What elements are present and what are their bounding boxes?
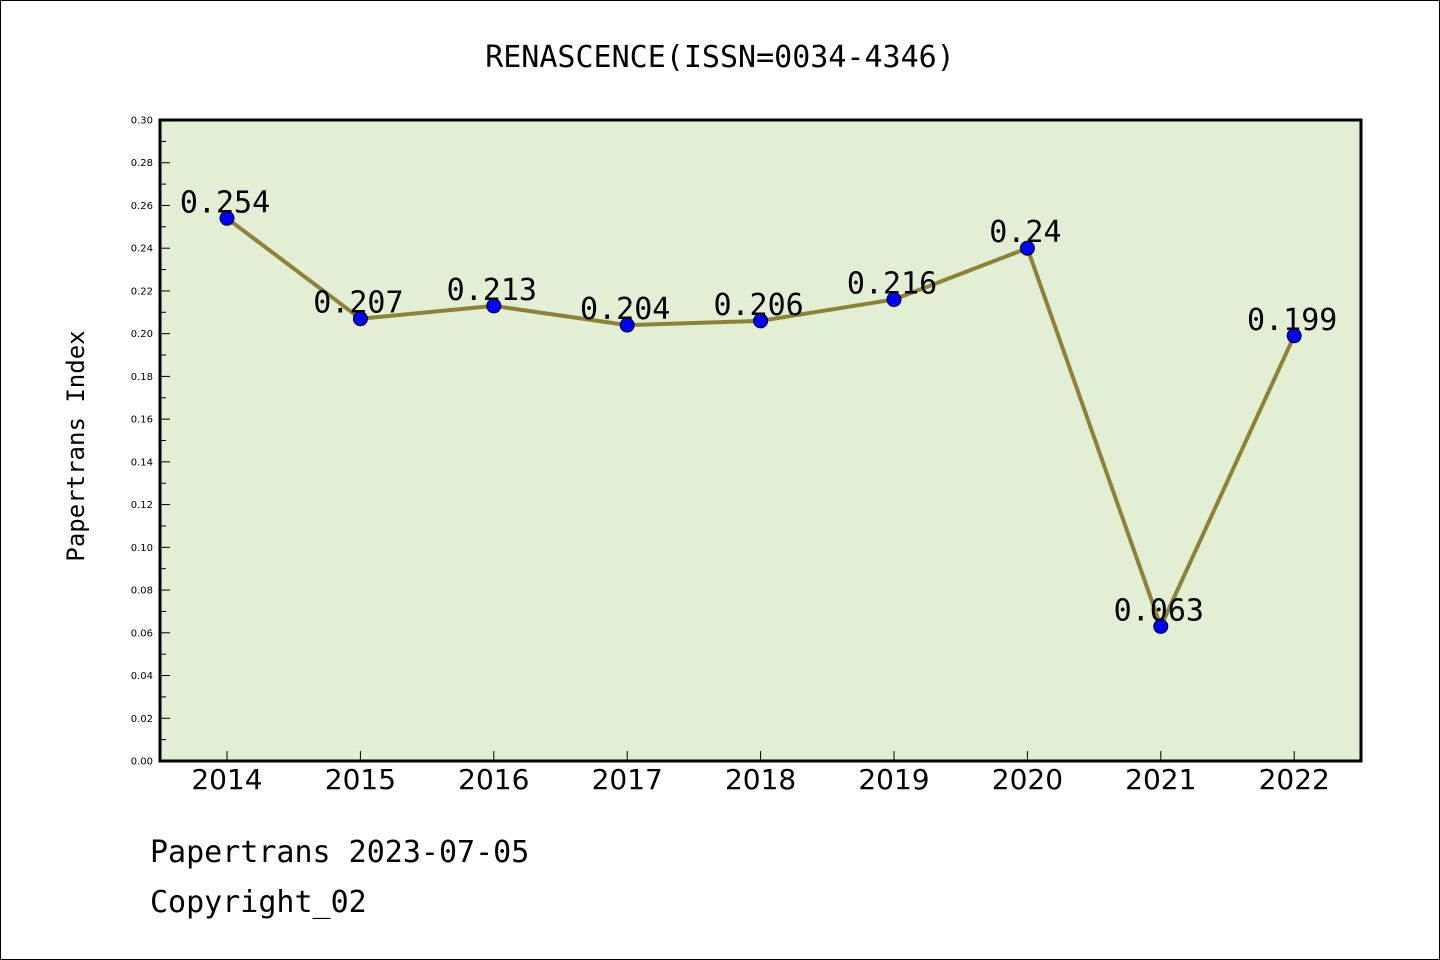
y-tick-label: 0.26 (131, 201, 153, 212)
data-point (219, 210, 235, 226)
y-tick-label: 0.30 (131, 116, 153, 127)
y-tick-label: 0.06 (131, 628, 153, 639)
y-tick-label: 0.00 (131, 757, 153, 768)
data-point (352, 311, 368, 327)
x-tick-label: 2016 (458, 763, 529, 796)
y-tick-label: 0.04 (131, 671, 153, 682)
y-tick-label: 0.16 (131, 415, 153, 426)
y-tick-label: 0.22 (131, 286, 153, 297)
data-point (619, 317, 635, 333)
x-tick-label: 2014 (191, 763, 262, 796)
data-label: 0.254 (180, 185, 270, 220)
plot-area (158, 118, 1363, 763)
y-axis-ticks: 0.00 0.02 0.04 0.06 0.08 0.10 0.12 0.14 0.16 0.18… (131, 116, 170, 768)
x-axis-ticks: 2014 2015 2016 2017 2018 2019 2020 2021 2022 (191, 751, 1330, 796)
data-label: 0.216 (847, 266, 937, 301)
data-label: 0.199 (1247, 303, 1337, 338)
x-tick-label: 2015 (325, 763, 396, 796)
x-tick-label: 2020 (992, 763, 1063, 796)
y-tick-label: 0.28 (131, 158, 153, 169)
data-label: 0.213 (447, 273, 537, 308)
y-tick-label: 0.18 (131, 372, 153, 383)
data-label: 0.204 (580, 292, 670, 327)
y-tick-label: 0.12 (131, 500, 153, 511)
data-point (1019, 240, 1035, 256)
y-tick-label: 0.08 (131, 586, 153, 597)
x-tick-label: 2022 (1259, 763, 1330, 796)
x-tick-label: 2021 (1125, 763, 1196, 796)
data-point (1286, 328, 1302, 344)
y-tick-label: 0.14 (131, 457, 153, 468)
y-tick-label: 0.02 (131, 714, 153, 725)
data-label: 0.063 (1114, 593, 1204, 628)
data-labels: 0.254 0.207 0.213 0.204 0.206 0.216 0.24 0.063 0… (180, 185, 1338, 628)
data-label: 0.207 (313, 286, 403, 321)
footer-source: Papertrans 2023-07-05 (150, 835, 530, 870)
y-tick-label: 0.10 (131, 543, 153, 554)
y-tick-label: 0.20 (131, 329, 153, 340)
chart-title: RENASCENCE(ISSN=0034-4346) (485, 40, 955, 75)
data-label: 0.24 (989, 215, 1061, 250)
x-tick-label: 2019 (858, 763, 929, 796)
data-point (753, 313, 769, 329)
y-tick-label: 0.24 (131, 244, 153, 255)
x-tick-label: 2018 (725, 763, 796, 796)
x-tick-label: 2017 (592, 763, 663, 796)
data-points (219, 210, 1302, 634)
data-label: 0.206 (713, 288, 803, 323)
data-point (1153, 618, 1169, 634)
data-point (486, 298, 502, 314)
y-axis-label: Papertrans Index (62, 330, 90, 561)
footer-copyright: Copyright_02 (150, 885, 367, 920)
data-point (886, 291, 902, 307)
